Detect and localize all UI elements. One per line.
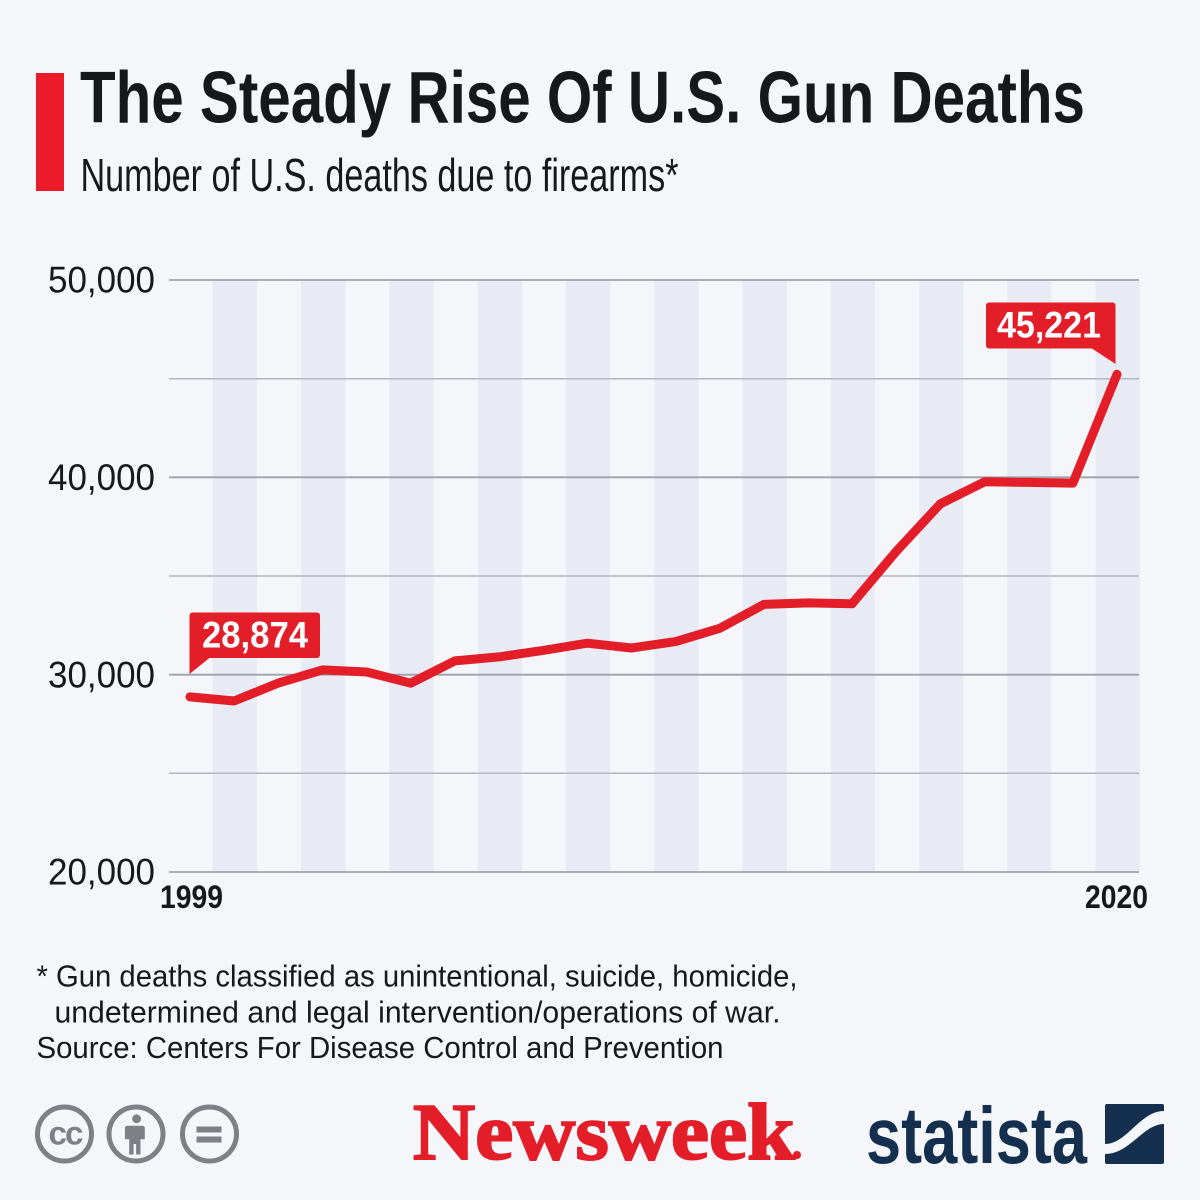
svg-text:40,000: 40,000 <box>48 457 155 498</box>
svg-text:undetermined and legal interve: undetermined and legal intervention/oper… <box>55 995 781 1030</box>
svg-text:28,874: 28,874 <box>202 615 308 656</box>
svg-text:30,000: 30,000 <box>48 654 155 695</box>
svg-text:20,000: 20,000 <box>48 852 155 893</box>
svg-text:* Gun deaths classified as uni: * Gun deaths classified as unintentional… <box>37 959 798 994</box>
svg-text:Newsweek: Newsweek <box>413 1089 796 1177</box>
svg-text:1999: 1999 <box>160 879 223 915</box>
svg-text:statista: statista <box>866 1091 1087 1180</box>
svg-text:45,221: 45,221 <box>997 305 1101 346</box>
svg-text:Number of U.S. deaths due to f: Number of U.S. deaths due to firearms* <box>81 149 679 201</box>
svg-text:Source: Centers For Disease Co: Source: Centers For Disease Control and … <box>37 1030 724 1065</box>
svg-text:cc: cc <box>49 1115 84 1152</box>
svg-text:2020: 2020 <box>1085 879 1148 915</box>
svg-text:The Steady Rise Of U.S. Gun De: The Steady Rise Of U.S. Gun Deaths <box>80 58 1085 139</box>
svg-text:50,000: 50,000 <box>48 260 155 301</box>
